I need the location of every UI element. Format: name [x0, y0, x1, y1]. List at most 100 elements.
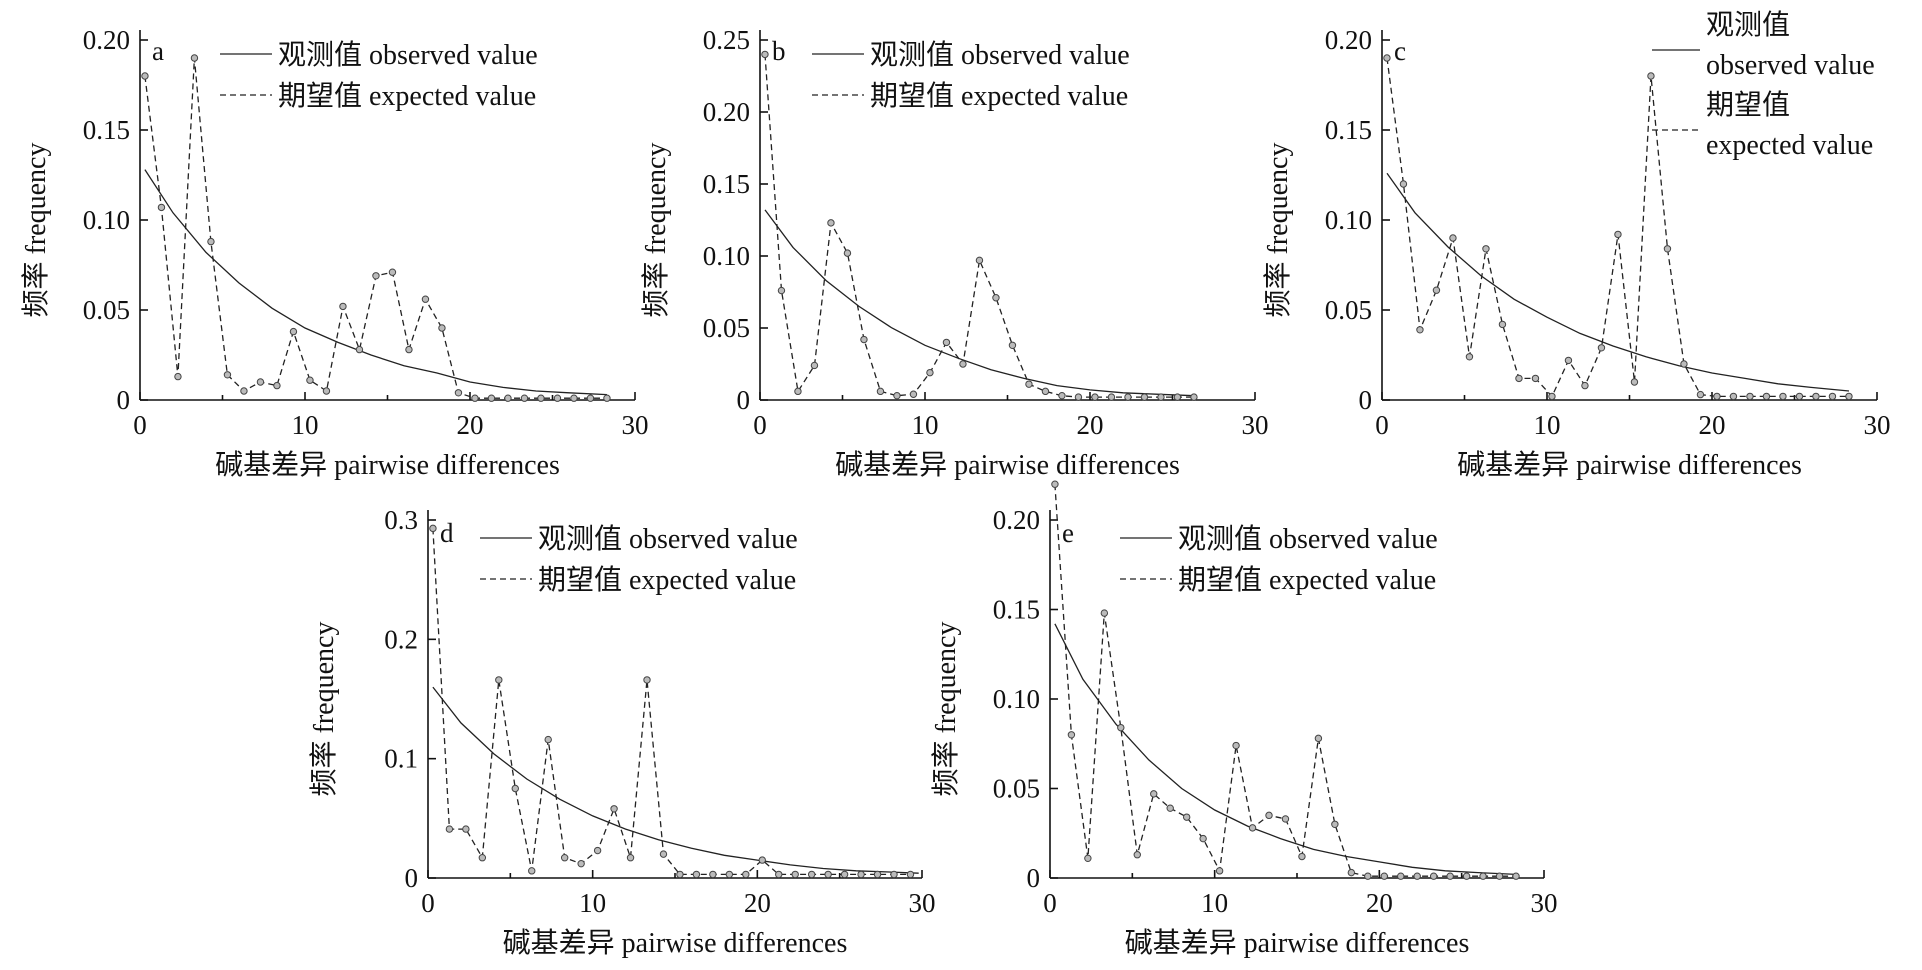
legend-entry: 观测值 observed value: [1706, 9, 1875, 81]
expected-value-point: [1663, 245, 1672, 253]
legend-entry: 期望值 expected value: [1178, 564, 1436, 596]
expected-value-point: [791, 870, 799, 879]
expected-value-point: [528, 867, 536, 875]
panel-b: 0 10 20 30 0 0.05 0.10 0.15 0.20 0.25 碱基差异 pairwis…: [640, 25, 1269, 481]
y-tick-label: 0.10: [993, 684, 1040, 714]
expected-value-point: [454, 389, 463, 397]
y-tick-label: 0: [117, 385, 131, 415]
expected-value-point: [1107, 393, 1116, 401]
expected-value-point: [1446, 872, 1454, 880]
expected-value-point: [478, 854, 487, 862]
expected-value-point: [1564, 356, 1573, 365]
legend-entry: 观测值 observed value: [1178, 523, 1438, 555]
expected-value-point: [807, 870, 816, 879]
y-tick-label: 0.2: [384, 624, 418, 654]
expected-value-point: [445, 825, 454, 833]
y-tick-label: 0.20: [83, 25, 130, 55]
expected-value-point: [504, 394, 512, 402]
expected-value-point: [626, 854, 635, 862]
expected-value-point: [659, 850, 668, 858]
panel-label: d: [440, 518, 454, 548]
y-tick-label: 0.15: [83, 115, 130, 145]
expected-value-line: [764, 54, 1194, 398]
expected-value-point: [405, 345, 413, 354]
x-tick-label: 0: [421, 888, 435, 918]
expected-value-point: [1190, 393, 1198, 401]
expected-value-point: [429, 524, 437, 533]
expected-value-point: [975, 256, 984, 265]
expected-value-point: [758, 856, 766, 864]
expected-value-point: [1383, 54, 1391, 62]
expected-value-point: [1413, 872, 1421, 880]
expected-value-point: [372, 272, 380, 280]
y-tick-label: 0.05: [703, 313, 750, 343]
panel-label: e: [1062, 518, 1074, 548]
expected-value-point: [1795, 392, 1804, 401]
expected-value-point: [1364, 872, 1372, 880]
expected-value-point: [495, 676, 503, 684]
y-axis-label: 频率 frequency: [640, 143, 672, 318]
expected-value-point: [1779, 392, 1787, 401]
x-tick-label: 30: [1864, 410, 1891, 440]
expected-value-point: [355, 345, 364, 354]
expected-value-point: [273, 381, 281, 390]
expected-value-point: [761, 50, 769, 59]
expected-value-point: [306, 376, 314, 384]
expected-value-point: [959, 360, 967, 368]
x-tick-label: 30: [1531, 888, 1558, 918]
expected-value-point: [775, 870, 783, 879]
expected-value-point: [560, 854, 569, 862]
panel-c: 0 10 20 30 0 0.05 0.10 0.15 0.20 碱基差异 pairwise di…: [1262, 9, 1891, 481]
expected-value-point: [1429, 872, 1438, 880]
expected-value-point: [709, 870, 717, 879]
expected-value-point: [857, 870, 865, 879]
expected-value-point: [1199, 834, 1207, 843]
panel-label: b: [772, 36, 786, 66]
expected-value-point: [1265, 811, 1273, 820]
y-axis-label: 频率 frequency: [308, 622, 340, 797]
expected-value-point: [1762, 392, 1771, 401]
expected-value-point: [1495, 872, 1504, 880]
expected-value-point: [339, 302, 347, 311]
expected-value-point: [926, 368, 934, 377]
expected-value-point: [1498, 320, 1507, 329]
x-tick-label: 20: [744, 888, 771, 918]
expected-value-point: [1548, 392, 1556, 401]
y-tick-label: 0.05: [993, 774, 1040, 804]
y-tick-label: 0.25: [703, 25, 750, 55]
panel-a: 0 10 20 30 0 0.05 0.10 0.15 0.20 碱基差异 pairwise di…: [20, 25, 649, 481]
y-axis-label: 频率 frequency: [930, 622, 962, 797]
expected-value-point: [843, 249, 852, 257]
expected-value-point: [1041, 387, 1050, 396]
expected-value-point: [256, 378, 265, 386]
expected-value-point: [207, 237, 215, 246]
expected-value-point: [1465, 353, 1474, 361]
expected-value-point: [893, 391, 901, 400]
expected-value-point: [1647, 72, 1655, 80]
expected-value-point: [692, 870, 701, 879]
expected-value-point: [511, 784, 519, 793]
expected-value-point: [544, 735, 552, 744]
expected-value-point: [1482, 245, 1490, 253]
expected-value-point: [1025, 380, 1033, 388]
expected-value-point: [1091, 393, 1099, 401]
expected-value-point: [1157, 393, 1165, 401]
expected-value-point: [537, 394, 545, 402]
legend: 观测值 observed value 期望值 expected value: [812, 39, 1130, 112]
expected-value-point: [1314, 734, 1323, 743]
expected-value-point: [570, 394, 578, 402]
panel-label: a: [152, 36, 164, 66]
expected-value-point: [1124, 393, 1132, 401]
expected-value-point: [676, 870, 684, 879]
expected-value-point: [725, 870, 734, 879]
expected-value-point: [824, 870, 832, 879]
expected-value-point: [1462, 872, 1471, 880]
observed-value-line: [144, 169, 608, 396]
x-axis-label: 碱基差异 pairwise differences: [835, 449, 1180, 481]
expected-value-point: [1512, 872, 1520, 880]
expected-value-point: [1696, 390, 1705, 399]
expected-value-point: [1597, 344, 1606, 352]
expected-value-point: [462, 825, 470, 833]
expected-value-point: [1449, 234, 1457, 242]
y-tick-label: 0.20: [1325, 25, 1372, 55]
